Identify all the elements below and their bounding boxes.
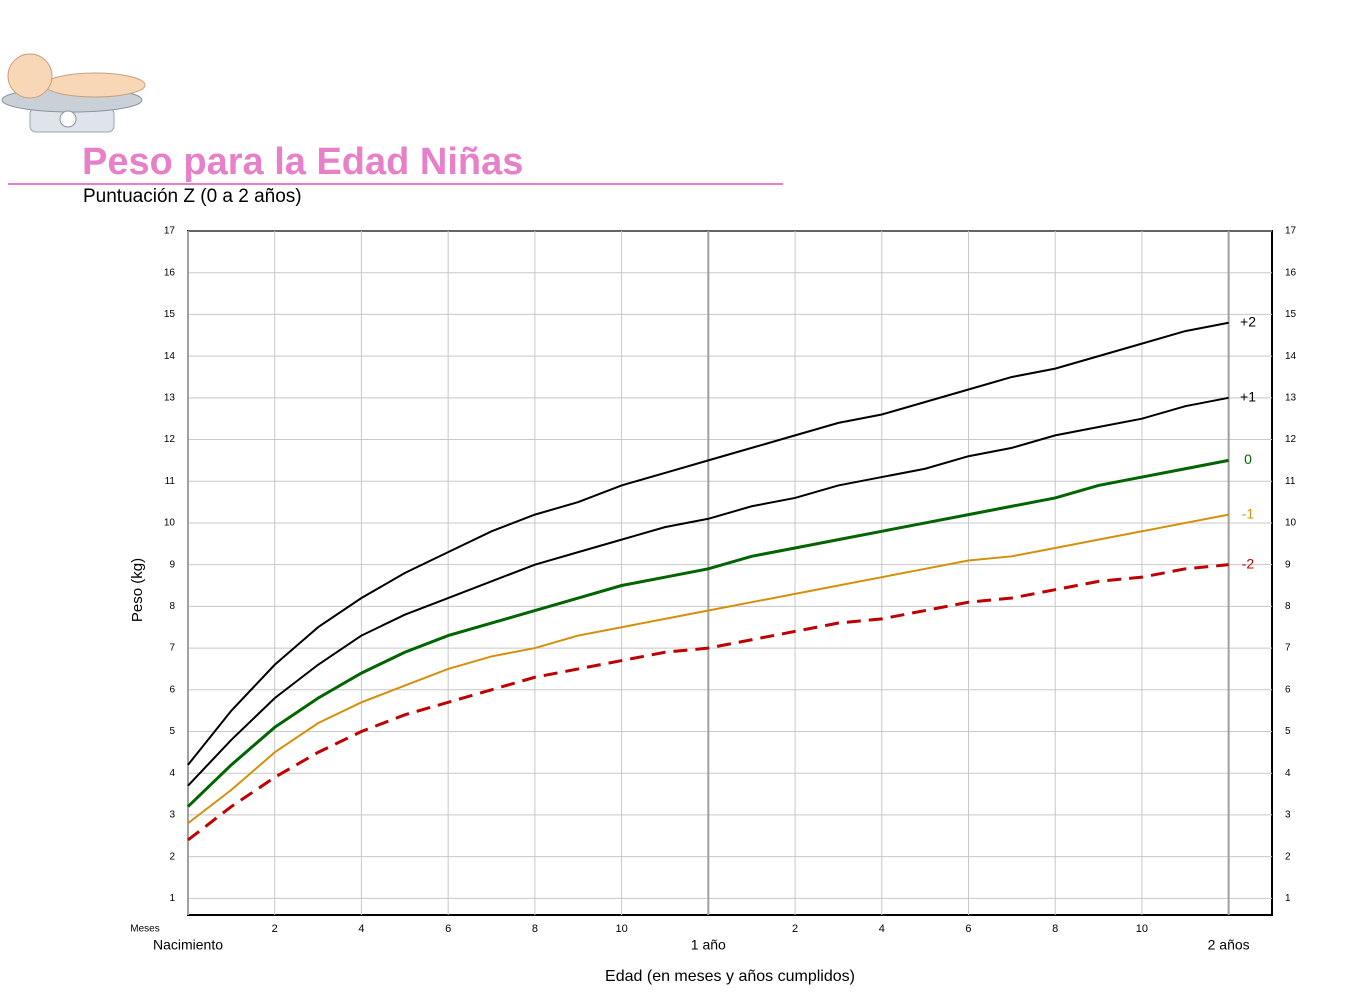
y-tick-label-right: 6 — [1285, 684, 1291, 695]
y-tick-label: 17 — [164, 226, 176, 237]
subtitle: Puntuación Z (0 a 2 años) — [83, 186, 302, 207]
y-tick-label: 12 — [164, 434, 176, 445]
x-tick-label: 10 — [615, 923, 627, 935]
page-title: Peso para la Edad Niñas — [82, 141, 523, 183]
y-tick-label-right: 7 — [1285, 643, 1291, 654]
y-tick-label: 2 — [169, 851, 175, 862]
y-tick-label: 3 — [169, 810, 175, 821]
y-tick-label-right: 4 — [1285, 768, 1291, 779]
series-line — [187, 563, 1229, 842]
y-tick-label-right: 16 — [1285, 267, 1297, 278]
y-axis-label: Peso (kg) — [129, 558, 146, 622]
x-tick-label: 8 — [532, 923, 538, 935]
y-tick-label: 7 — [169, 643, 175, 654]
y-tick-label-right: 11 — [1285, 476, 1296, 487]
y-tick-label-right: 5 — [1285, 726, 1291, 737]
x-tick-label: 4 — [879, 923, 885, 935]
y-tick-label: 10 — [164, 518, 176, 529]
y-tick-label-right: 1 — [1285, 893, 1291, 904]
y-tick-label-right: 12 — [1285, 434, 1297, 445]
y-tick-label-right: 8 — [1285, 601, 1291, 612]
y-tick-label-right: 9 — [1285, 559, 1291, 570]
series-line — [187, 396, 1229, 787]
baby-icon — [1, 53, 146, 133]
y-tick-label-right: 10 — [1285, 518, 1297, 529]
y-tick-label: 14 — [164, 351, 176, 362]
series-label: 0 — [1244, 451, 1252, 467]
series-label: +1 — [1240, 389, 1256, 405]
x-tick-label: 8 — [1052, 923, 1058, 935]
x-major-tick-label: 1 año — [691, 937, 726, 953]
series-label: -1 — [1242, 505, 1255, 521]
y-tick-label: 5 — [169, 726, 175, 737]
series-label: -2 — [1242, 555, 1255, 571]
x-tick-label: 10 — [1136, 923, 1148, 935]
y-tick-label: 16 — [164, 267, 176, 278]
x-tick-label: 4 — [358, 923, 364, 935]
x-tick-label: 2 — [272, 923, 278, 935]
x-tick-label: 2 — [792, 923, 798, 935]
y-tick-label-right: 3 — [1285, 810, 1291, 821]
series-line — [187, 321, 1229, 766]
x-major-tick-label: 2 años — [1208, 937, 1250, 953]
y-tick-label: 4 — [169, 768, 175, 779]
y-tick-label-right: 14 — [1285, 351, 1297, 362]
plot-frame — [187, 230, 1273, 916]
x-major-tick-label: Nacimiento — [153, 937, 223, 953]
x-axis-label: Edad (en meses y años cumplidos) — [605, 968, 855, 985]
y-tick-label: 13 — [164, 392, 176, 403]
x-unit-label: Meses — [130, 924, 159, 935]
x-tick-label: 6 — [965, 923, 971, 935]
y-tick-label-right: 2 — [1285, 851, 1291, 862]
series-line — [186, 458, 1229, 808]
series-label: +2 — [1240, 313, 1256, 329]
y-tick-label: 1 — [169, 893, 175, 904]
y-tick-label: 6 — [169, 684, 175, 695]
y-tick-label-right: 13 — [1285, 392, 1297, 403]
y-tick-label: 9 — [169, 559, 175, 570]
series-line — [187, 513, 1229, 825]
x-tick-label: 6 — [445, 923, 451, 935]
y-tick-label: 15 — [164, 309, 176, 320]
y-tick-label: 8 — [169, 601, 175, 612]
y-tick-label-right: 15 — [1285, 309, 1297, 320]
y-tick-label-right: 17 — [1285, 226, 1297, 237]
y-tick-label: 11 — [165, 476, 176, 487]
